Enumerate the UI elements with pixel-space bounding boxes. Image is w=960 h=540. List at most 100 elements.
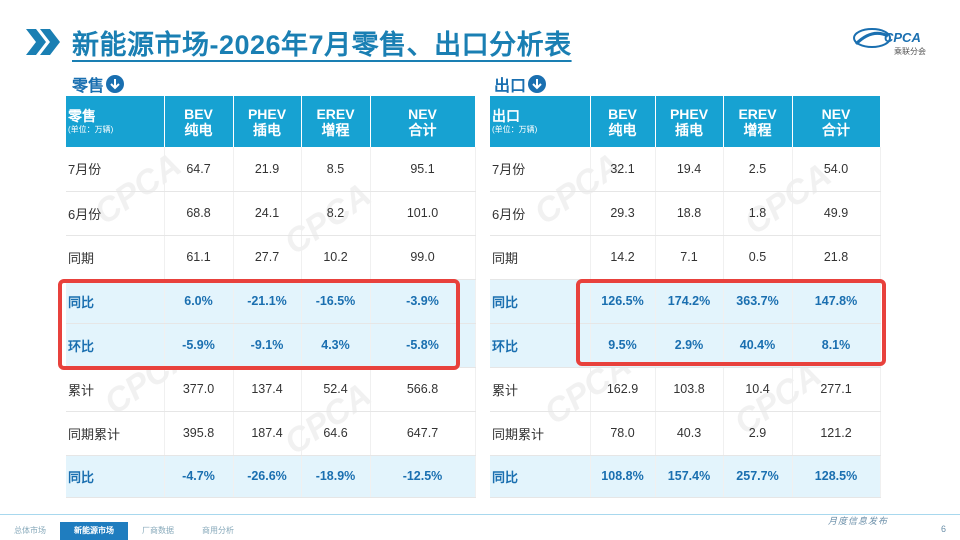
row-label: 同比: [66, 279, 165, 324]
column-header: BEV 纯电: [164, 96, 234, 147]
table-row: 累计 162.9 103.8 10.4 277.1: [490, 367, 881, 412]
table-cell: 68.8: [164, 191, 234, 236]
arrow-down-circle-icon: [528, 75, 547, 93]
table-cell: 277.1: [792, 367, 881, 412]
column-header: NEV 合计: [370, 96, 476, 147]
column-header: BEV 纯电: [590, 96, 656, 147]
row-label: 同期: [490, 235, 591, 280]
table-row-highlight: 同比 -4.7% -26.6% -18.9% -12.5%: [66, 455, 476, 498]
table-cell: 10.2: [301, 235, 371, 280]
table-cell: -21.1%: [233, 279, 302, 324]
page-number: 6: [940, 524, 946, 534]
row-label: 同期: [66, 235, 165, 280]
table-cell: -4.7%: [164, 455, 234, 498]
footer-tab[interactable]: 商用分析: [202, 526, 234, 535]
row-label: 7月份: [66, 147, 165, 192]
table-cell: 1.8: [723, 191, 793, 236]
table-cell: 162.9: [590, 367, 656, 412]
row-label: 同期累计: [490, 411, 591, 456]
table-cell: -5.9%: [164, 323, 234, 368]
table-cell: 103.8: [655, 367, 724, 412]
table-cell: 8.1%: [792, 323, 881, 368]
table-cell: -16.5%: [301, 279, 371, 324]
page-title: 新能源市场-2026年7月零售、出口分析表: [72, 29, 572, 60]
table-cell: 7.1: [655, 235, 724, 280]
table-cell: -12.5%: [370, 455, 476, 498]
table-row-highlight: 环比 9.5% 2.9% 40.4% 8.1%: [490, 323, 881, 368]
column-header: PHEV 插电: [655, 96, 724, 147]
title-row: 新能源市场-2026年7月零售、出口分析表: [24, 20, 572, 64]
footer-nav: 总体市场 新能源市场 厂商数据 商用分析: [0, 522, 248, 540]
table-cell: 19.4: [655, 147, 724, 192]
table-cell: 647.7: [370, 411, 476, 456]
table-row: 同期 61.1 27.7 10.2 99.0: [66, 235, 476, 280]
retail-section-label: 零售: [72, 72, 125, 96]
table-cell: 21.8: [792, 235, 881, 280]
footer-tab[interactable]: 总体市场: [14, 526, 46, 535]
row-label: 6月份: [490, 191, 591, 236]
table-row: 7月份 64.7 21.9 8.5 95.1: [66, 147, 476, 192]
arrow-down-circle-icon: [106, 75, 125, 93]
table-cell: 187.4: [233, 411, 302, 456]
export-table: 出口 (单位：万辆) BEV 纯电 PHEV 插电 EREV 增程 NEV 合计 7月份 …: [490, 96, 881, 498]
table-cell: 14.2: [590, 235, 656, 280]
table-cell: 4.3%: [301, 323, 371, 368]
table-cell: 121.2: [792, 411, 881, 456]
table-row: 同期累计 78.0 40.3 2.9 121.2: [490, 411, 881, 456]
table-cell: 32.1: [590, 147, 656, 192]
table-row: 6月份 68.8 24.1 8.2 101.0: [66, 191, 476, 236]
table-cell: 64.6: [301, 411, 371, 456]
column-header: EREV 增程: [301, 96, 371, 147]
table-row: 6月份 29.3 18.8 1.8 49.9: [490, 191, 881, 236]
table-row-highlight: 同比 126.5% 174.2% 363.7% 147.8%: [490, 279, 881, 324]
cpca-logo: CPCA: [853, 28, 921, 48]
row-label: 7月份: [490, 147, 591, 192]
table-cell: -26.6%: [233, 455, 302, 498]
table-cell: 257.7%: [723, 455, 793, 498]
table-cell: 95.1: [370, 147, 476, 192]
table-row: 同期 14.2 7.1 0.5 21.8: [490, 235, 881, 280]
table-cell: 49.9: [792, 191, 881, 236]
row-label: 累计: [66, 367, 165, 412]
row-label: 同比: [490, 455, 591, 498]
table-cell: 24.1: [233, 191, 302, 236]
footer-tab[interactable]: 厂商数据: [142, 526, 174, 535]
table-cell: 6.0%: [164, 279, 234, 324]
table-cell: 395.8: [164, 411, 234, 456]
table-cell: 8.2: [301, 191, 371, 236]
table-cell: 8.5: [301, 147, 371, 192]
export-highlight-box: [576, 279, 886, 366]
table-row-highlight: 同比 6.0% -21.1% -16.5% -3.9%: [66, 279, 476, 324]
table-cell: 52.4: [301, 367, 371, 412]
column-header: EREV 增程: [723, 96, 793, 147]
table-cell: 9.5%: [590, 323, 656, 368]
logo-text: CPCA: [884, 30, 921, 45]
export-section-label: 出口: [494, 72, 547, 96]
table-cell: 126.5%: [590, 279, 656, 324]
table-cell: 54.0: [792, 147, 881, 192]
column-header: NEV 合计: [792, 96, 881, 147]
table-row: 7月份 32.1 19.4 2.5 54.0: [490, 147, 881, 192]
row-label: 环比: [490, 323, 591, 368]
footer-tab-active[interactable]: 新能源市场: [60, 522, 128, 540]
table-cell: 566.8: [370, 367, 476, 412]
row-label: 同比: [490, 279, 591, 324]
table-cell: 64.7: [164, 147, 234, 192]
table-cell: 147.8%: [792, 279, 881, 324]
table-cell: 61.1: [164, 235, 234, 280]
table-cell: 29.3: [590, 191, 656, 236]
table-cell: 99.0: [370, 235, 476, 280]
table-cell: 27.7: [233, 235, 302, 280]
table-cell: 108.8%: [590, 455, 656, 498]
column-header: 零售 (单位：万辆): [66, 96, 165, 147]
table-cell: 174.2%: [655, 279, 724, 324]
logo-subtext: 乘联分会: [894, 47, 926, 56]
row-label: 同期累计: [66, 411, 165, 456]
table-cell: -18.9%: [301, 455, 371, 498]
table-cell: 21.9: [233, 147, 302, 192]
retail-section-text: 零售: [72, 78, 105, 95]
table-cell: 101.0: [370, 191, 476, 236]
table-header-row: 零售 (单位：万辆) BEV 纯电 PHEV 插电 EREV 增程 NEV 合计: [66, 96, 476, 147]
table-cell: 18.8: [655, 191, 724, 236]
table-cell: 0.5: [723, 235, 793, 280]
